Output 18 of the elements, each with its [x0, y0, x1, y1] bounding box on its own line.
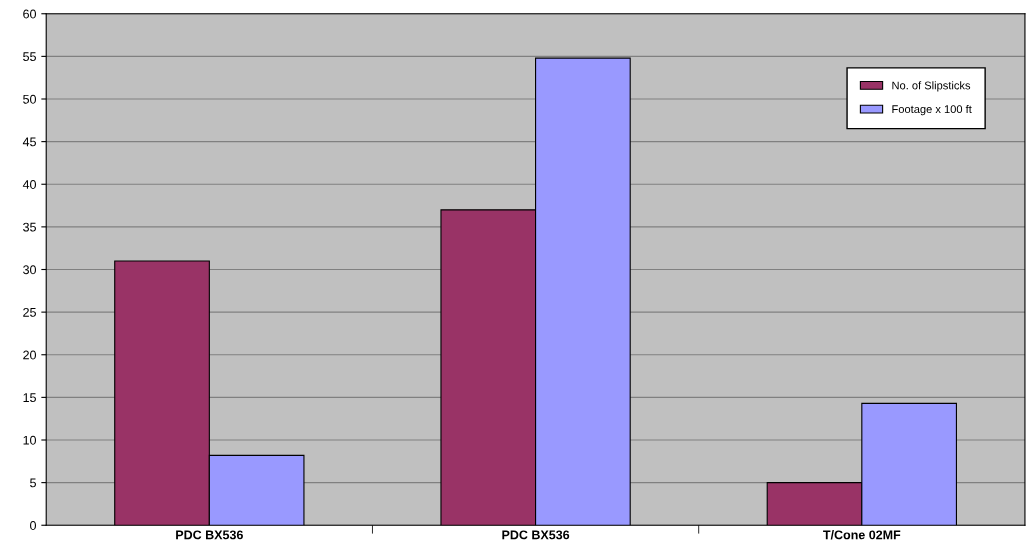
y-tick-label: 35 — [23, 222, 36, 232]
y-tick-label: 30 — [23, 265, 37, 275]
x-tick-label: PDC BX536 — [502, 530, 570, 540]
y-tick-label: 10 — [23, 435, 37, 445]
y-tick-label: 50 — [23, 94, 37, 104]
y-tick-label: 0 — [30, 521, 36, 530]
y-tick-label: 60 — [23, 9, 37, 19]
y-tick-label: 55 — [23, 52, 36, 62]
y-tick-label: 40 — [22, 180, 37, 189]
x-tick-label: PDC BX536 — [176, 530, 243, 540]
legend-label: No. of Slipsticks — [892, 81, 971, 92]
y-tick-label: 25 — [23, 307, 36, 317]
y-tick-label: 45 — [22, 137, 36, 147]
y-tick-label: 5 — [30, 478, 36, 488]
y-tick-label: 20 — [23, 350, 37, 360]
x-tick-label: T/Cone 02MF — [823, 530, 901, 540]
y-tick-label: 15 — [23, 393, 36, 403]
legend-label: Footage x 100 ft — [892, 104, 972, 116]
